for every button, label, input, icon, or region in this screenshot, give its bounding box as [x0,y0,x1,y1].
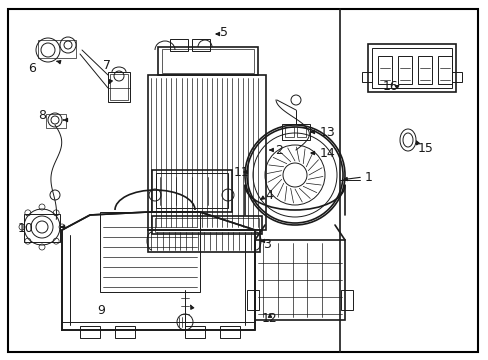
Bar [46,114,66,128]
Bar [108,72,130,102]
Bar [115,326,135,338]
Bar [152,216,262,234]
Text: 6: 6 [28,62,36,75]
Bar [184,326,204,338]
Bar [162,49,253,73]
Bar [170,39,187,51]
Text: 14: 14 [319,147,335,159]
Bar [282,124,309,140]
Text: 7: 7 [103,59,111,72]
Text: 13: 13 [319,126,335,139]
Text: 5: 5 [220,26,227,39]
Text: 4: 4 [264,189,272,202]
Bar [148,230,260,252]
Text: 8: 8 [38,108,46,122]
Text: 16: 16 [382,80,398,93]
Bar [158,47,258,75]
Text: 9: 9 [97,303,104,316]
Bar [192,39,209,51]
Bar [254,240,345,320]
Bar [367,44,455,92]
Bar [80,326,100,338]
Bar [397,56,411,84]
Bar [417,56,431,84]
Text: 1: 1 [364,171,372,184]
Text: 2: 2 [274,144,282,157]
Bar [371,48,451,88]
Bar [340,290,352,310]
Bar [110,74,128,100]
Bar [156,173,227,208]
Bar [451,72,461,82]
Bar [24,214,60,242]
Bar [152,170,231,212]
Bar [377,56,391,84]
Bar [38,40,76,58]
Bar [361,72,371,82]
Bar [220,326,240,338]
Text: 12: 12 [262,311,277,324]
Bar [246,290,259,310]
Bar [296,127,305,137]
Text: 10: 10 [18,221,34,234]
Bar [100,212,200,292]
Text: 11: 11 [234,166,249,179]
Bar [155,218,259,232]
Text: 3: 3 [263,239,270,252]
Bar [148,75,265,230]
Bar [437,56,451,84]
Text: 15: 15 [417,141,433,154]
Bar [285,127,293,137]
